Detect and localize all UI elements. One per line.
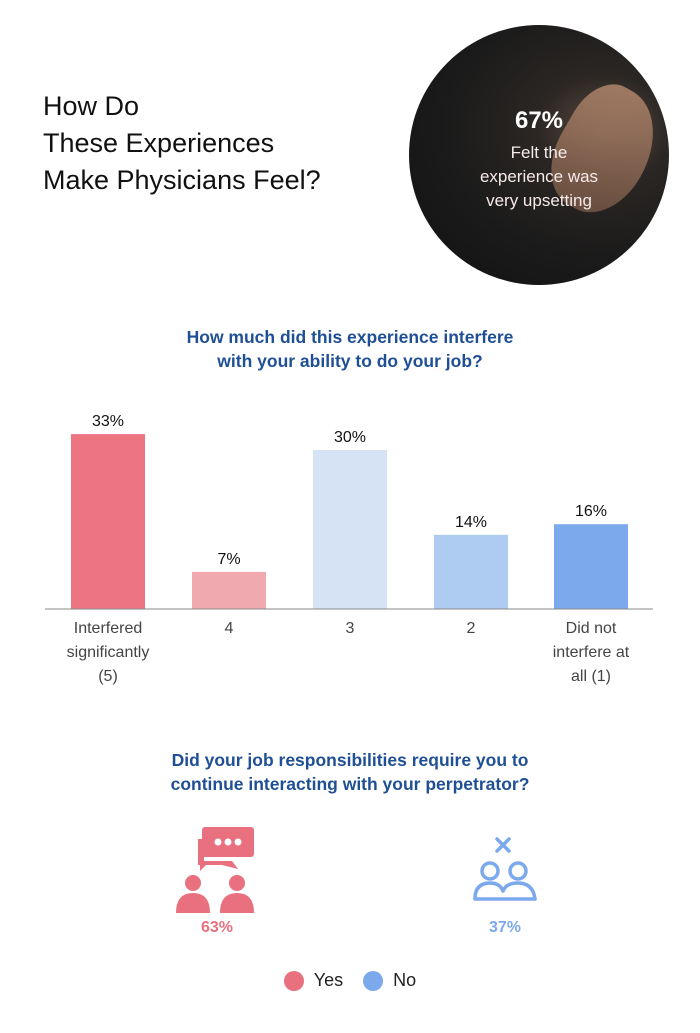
people-x-icon bbox=[473, 837, 537, 901]
stat-photo-circle: 67% Felt the experience was very upsetti… bbox=[409, 25, 669, 285]
category-label: Did not bbox=[566, 620, 617, 637]
data-label: 16% bbox=[575, 503, 607, 520]
title-line: Make Physicians Feel? bbox=[43, 165, 321, 195]
legend-item-yes: Yes bbox=[283, 970, 343, 991]
data-label: 14% bbox=[455, 514, 487, 531]
category-label: 3 bbox=[346, 620, 355, 637]
bar bbox=[434, 534, 508, 609]
yes-dot-icon bbox=[283, 970, 304, 991]
category-label: significantly bbox=[67, 644, 150, 661]
page-title: How Do These Experiences Make Physicians… bbox=[43, 88, 373, 199]
category-label: (5) bbox=[98, 668, 118, 685]
stat-percent: 67% bbox=[514, 107, 564, 134]
people-conversation-icon bbox=[176, 827, 254, 913]
legend-item-no: No bbox=[363, 970, 416, 991]
yes-percent: 63% bbox=[200, 919, 234, 936]
stat-description: Felt the experience was very upsetting bbox=[479, 143, 599, 210]
data-label: 33% bbox=[92, 413, 124, 430]
legend: Yes No bbox=[0, 970, 700, 991]
category-label: all (1) bbox=[571, 668, 611, 685]
data-label: 30% bbox=[334, 429, 366, 446]
category-label: interfere at bbox=[553, 644, 630, 661]
title-line: How Do bbox=[43, 91, 140, 121]
bar-chart: 33% Interfered significantly (5) 7% 4 30% 3 14% 2… bbox=[45, 413, 653, 685]
bar bbox=[71, 434, 145, 609]
chart-title: How much did this experience interfere w… bbox=[186, 327, 514, 371]
no-percent: 37% bbox=[488, 919, 522, 936]
bar bbox=[554, 524, 628, 609]
title-line: These Experiences bbox=[43, 128, 275, 158]
category-label: 4 bbox=[225, 620, 234, 637]
data-label: 7% bbox=[217, 551, 240, 568]
no-dot-icon bbox=[363, 970, 384, 991]
category-label: Interfered bbox=[74, 620, 142, 637]
question-title: Did your job responsibilities require yo… bbox=[170, 750, 530, 794]
bar bbox=[192, 571, 266, 609]
bar bbox=[313, 450, 387, 609]
category-label: 2 bbox=[467, 620, 476, 637]
